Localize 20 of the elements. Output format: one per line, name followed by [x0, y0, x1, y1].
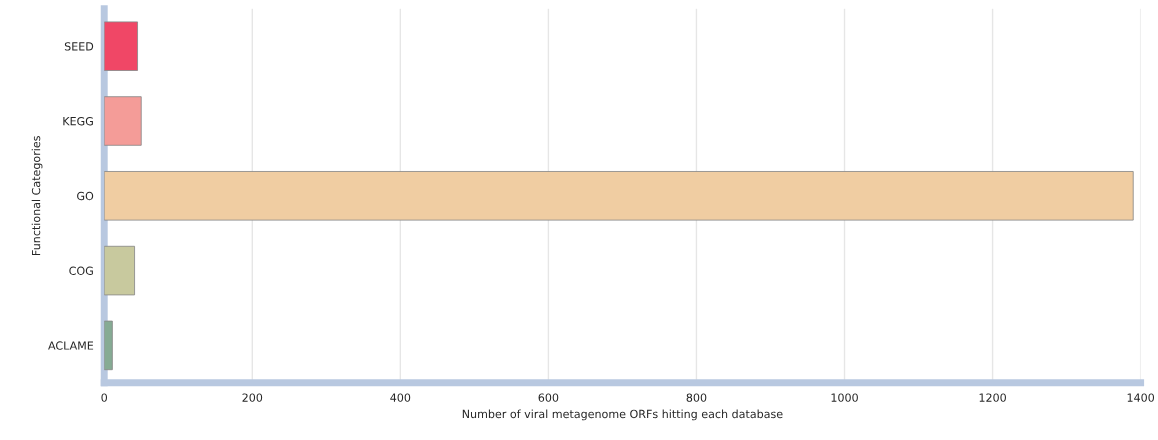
bar — [104, 245, 135, 296]
bar — [104, 171, 1134, 221]
bar — [104, 320, 113, 371]
y-tick-label: KEGG — [63, 116, 93, 126]
y-tick-label: GO — [77, 191, 94, 201]
x-tick-label: 1200 — [979, 393, 1006, 402]
x-tick-label: 400 — [390, 393, 411, 402]
x-tick-label: 1000 — [831, 393, 858, 402]
x-tick-label: 800 — [686, 393, 707, 402]
x-tick-label: 600 — [538, 393, 559, 402]
y-tick-label: ACLAME — [48, 341, 94, 350]
x-tick-label: 1400 — [1127, 393, 1155, 402]
x-tick-label: 0 — [101, 393, 108, 402]
y-tick-label: SEED — [64, 42, 94, 51]
x-axis-title: Number of viral metagenome ORFs hitting each database — [462, 409, 783, 421]
bar — [104, 21, 138, 71]
bar — [104, 96, 142, 146]
y-tick-label: COG — [69, 266, 93, 275]
x-tick-label: 200 — [242, 393, 263, 402]
y-axis-title: Functional Categories — [31, 136, 43, 255]
